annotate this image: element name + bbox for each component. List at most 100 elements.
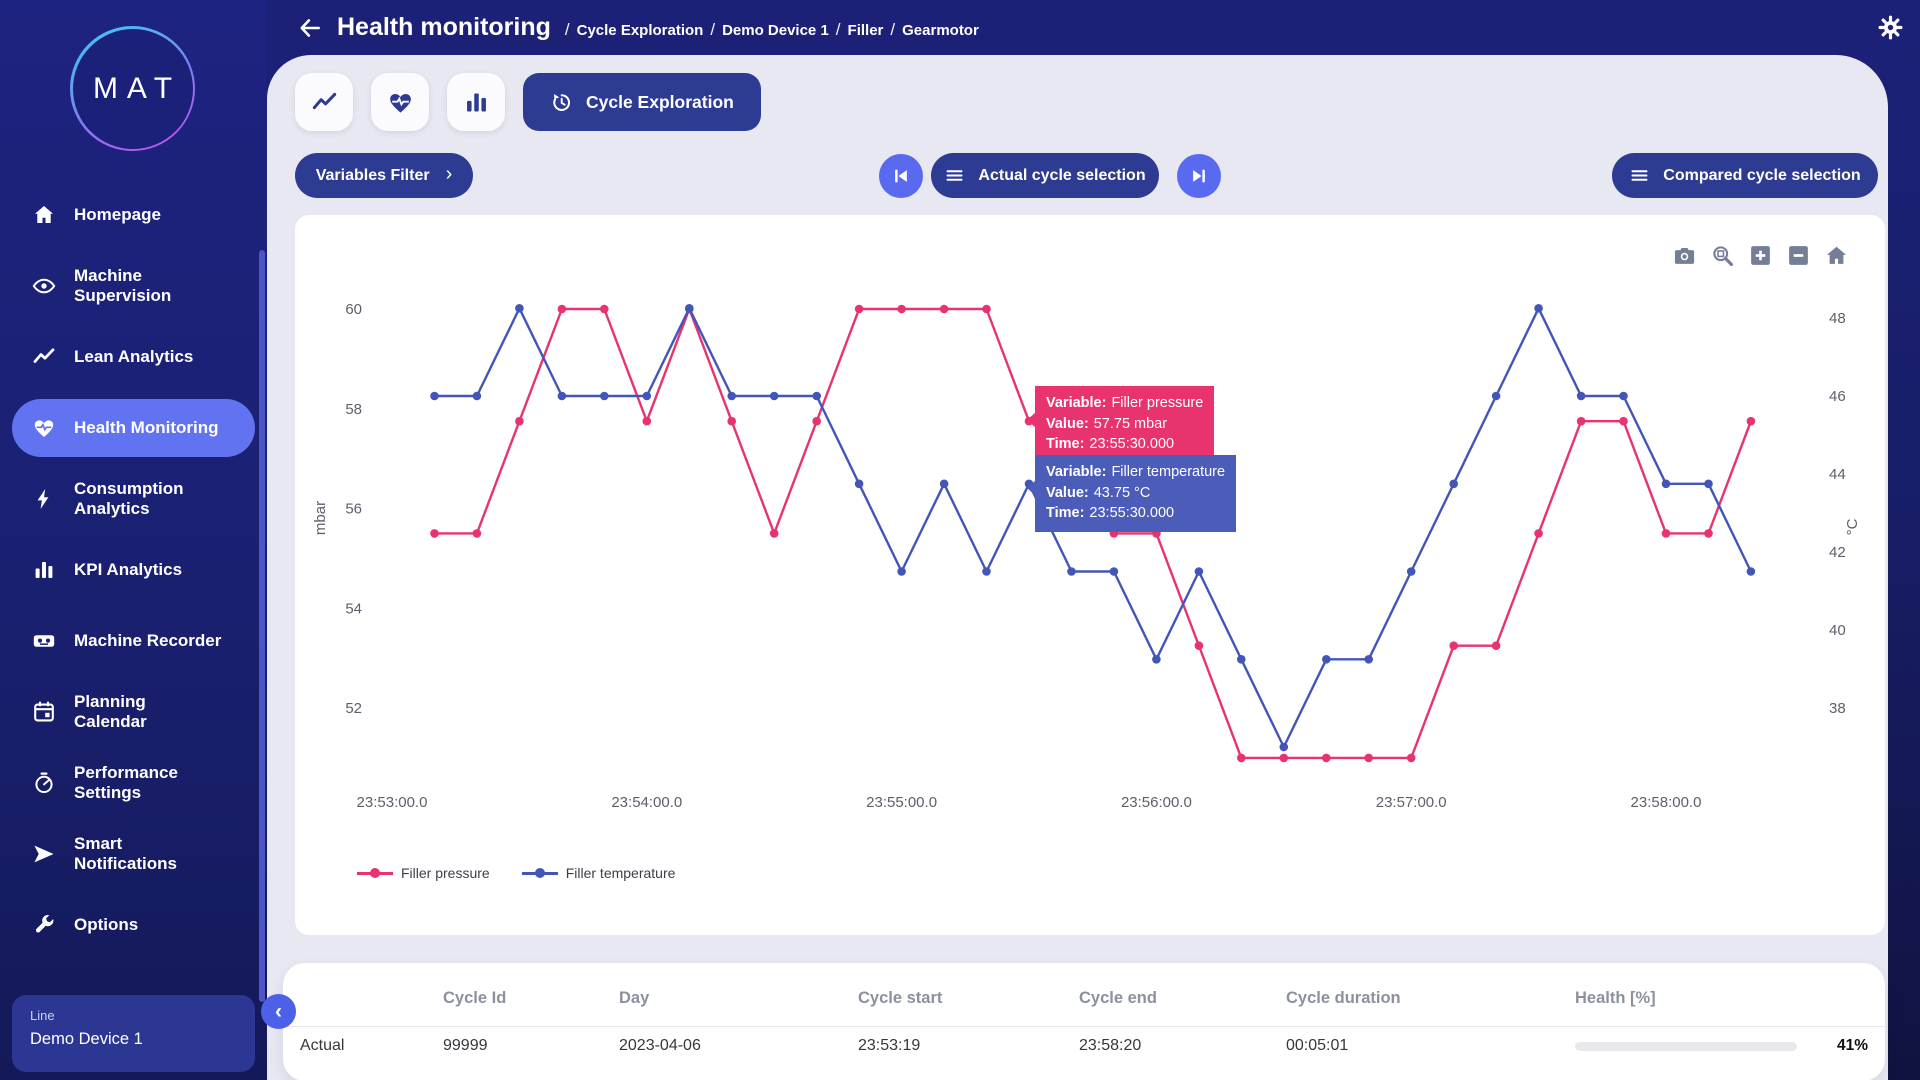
chevron-left-icon: ‹	[275, 999, 282, 1023]
data-point[interactable]	[1279, 753, 1289, 763]
actual-cycle-selection-button[interactable]: Actual cycle selection	[931, 153, 1159, 198]
data-point[interactable]	[1406, 567, 1416, 576]
sidebar-item-homepage[interactable]: Homepage	[12, 186, 255, 244]
data-point[interactable]	[854, 304, 864, 314]
sidebar-item-lean-analytics[interactable]: Lean Analytics	[12, 328, 255, 386]
data-point[interactable]	[1194, 567, 1204, 576]
data-point[interactable]	[897, 304, 906, 314]
sidebar-item-machine-supervision[interactable]: Machine Supervision	[12, 257, 255, 315]
zoom-out-button[interactable]	[1786, 243, 1811, 268]
data-point[interactable]	[1704, 529, 1713, 538]
sidebar-item-consumption-analytics[interactable]: Consumption Analytics	[12, 470, 255, 528]
zoom-in-button[interactable]	[1748, 243, 1773, 268]
tab-trend-analysis[interactable]	[295, 73, 353, 131]
data-point[interactable]	[557, 391, 567, 401]
data-point[interactable]	[1322, 655, 1331, 664]
data-point[interactable]	[600, 391, 609, 401]
tab-kpi[interactable]	[447, 73, 505, 131]
data-point[interactable]	[515, 304, 524, 313]
data-point[interactable]	[1364, 753, 1373, 763]
breadcrumb-item[interactable]: Gearmotor	[902, 21, 979, 39]
table-header-row: Cycle Id Day Cycle start Cycle end Cycle dur…	[300, 978, 1868, 1018]
tab-cycle-exploration-active[interactable]: Cycle Exploration	[523, 73, 761, 131]
data-point[interactable]	[727, 391, 736, 401]
data-point[interactable]	[1279, 742, 1289, 752]
sidebar-item-performance-settings[interactable]: Performance Settings	[12, 754, 255, 812]
next-cycle-button[interactable]	[1177, 154, 1221, 198]
data-point[interactable]	[430, 529, 439, 538]
data-point[interactable]	[1576, 416, 1586, 426]
data-point[interactable]	[1237, 753, 1246, 763]
data-point[interactable]	[1109, 567, 1119, 576]
tab-health[interactable]	[371, 73, 429, 131]
data-point[interactable]	[769, 529, 779, 538]
breadcrumb-item[interactable]: Demo Device 1	[722, 21, 829, 39]
zoom-box-button[interactable]	[1710, 243, 1735, 268]
data-point[interactable]	[1194, 641, 1204, 650]
data-point[interactable]	[557, 304, 567, 314]
camera-button[interactable]	[1672, 243, 1697, 268]
sidebar-scrollbar[interactable]	[259, 250, 265, 1002]
data-point[interactable]	[430, 391, 439, 401]
data-point[interactable]	[727, 416, 736, 426]
data-point[interactable]	[1237, 655, 1246, 664]
data-point[interactable]	[982, 304, 991, 314]
data-point[interactable]	[642, 391, 652, 401]
data-point[interactable]	[1491, 391, 1501, 401]
x-tick: 23:58:00.0	[1631, 794, 1702, 811]
compared-cycle-selection-button[interactable]: Compared cycle selection	[1612, 153, 1878, 198]
sidebar-item-health-monitoring[interactable]: Health Monitoring	[12, 399, 255, 457]
legend-item-filler-pressure[interactable]: Filler pressure	[357, 865, 490, 881]
legend-item-filler-temperature[interactable]: Filler temperature	[521, 865, 675, 881]
data-point[interactable]	[515, 416, 524, 426]
data-point[interactable]	[1449, 641, 1458, 650]
home-reset-button[interactable]	[1824, 243, 1849, 268]
data-point[interactable]	[1322, 753, 1331, 763]
data-point[interactable]	[1152, 655, 1161, 664]
data-point[interactable]	[982, 567, 991, 576]
data-point[interactable]	[472, 529, 482, 538]
line-chart[interactable]: 60 58 56 54 52 48 46 44 42 40 38 23:53:00.0 23:54:00…	[295, 215, 1885, 935]
data-point[interactable]	[939, 304, 949, 314]
gear-icon[interactable]	[1877, 14, 1904, 41]
sidebar-collapse-button[interactable]: ‹	[261, 994, 296, 1029]
data-point[interactable]	[812, 416, 821, 426]
sidebar-item-kpi-analytics[interactable]: KPI Analytics	[12, 541, 255, 599]
data-point[interactable]	[1619, 391, 1628, 401]
data-point[interactable]	[1746, 416, 1756, 426]
variables-filter-button[interactable]: Variables Filter ›	[295, 153, 473, 198]
data-point[interactable]	[939, 479, 949, 489]
breadcrumb-item[interactable]: Filler	[847, 21, 884, 39]
data-point[interactable]	[854, 479, 864, 489]
data-point[interactable]	[642, 416, 652, 426]
data-point[interactable]	[1449, 479, 1458, 489]
sidebar-item-planning-calendar[interactable]: Planning Calendar	[12, 683, 255, 741]
data-point[interactable]	[1406, 753, 1416, 763]
data-point[interactable]	[769, 391, 779, 401]
heart-pulse-icon	[389, 93, 411, 113]
previous-cycle-button[interactable]	[879, 154, 923, 198]
data-point[interactable]	[1661, 479, 1671, 489]
table-row-actual[interactable]: Actual 99999 2023-04-06 23:53:19 23:58:20 00:…	[300, 1027, 1868, 1065]
data-point[interactable]	[600, 304, 609, 314]
sidebar-item-machine-recorder[interactable]: Machine Recorder	[12, 612, 255, 670]
data-point[interactable]	[472, 391, 482, 401]
data-point[interactable]	[812, 391, 821, 401]
sidebar-item-options[interactable]: Options	[12, 896, 255, 954]
data-point[interactable]	[1364, 655, 1373, 664]
data-point[interactable]	[1746, 567, 1756, 576]
breadcrumb-item[interactable]: Cycle Exploration	[576, 21, 704, 39]
data-point[interactable]	[685, 304, 694, 313]
data-point[interactable]	[1576, 391, 1586, 401]
back-arrow-icon[interactable]	[297, 15, 323, 41]
sidebar-item-smart-notifications[interactable]: Smart Notifications	[12, 825, 255, 883]
data-point[interactable]	[1704, 479, 1713, 489]
data-point[interactable]	[897, 567, 906, 576]
data-point[interactable]	[1534, 529, 1543, 538]
data-point[interactable]	[1619, 416, 1628, 426]
data-point[interactable]	[1067, 567, 1076, 576]
data-point[interactable]	[1534, 304, 1543, 313]
data-point[interactable]	[1661, 529, 1671, 538]
data-point[interactable]	[1491, 641, 1501, 650]
breadcrumb-separator: /	[564, 20, 570, 39]
